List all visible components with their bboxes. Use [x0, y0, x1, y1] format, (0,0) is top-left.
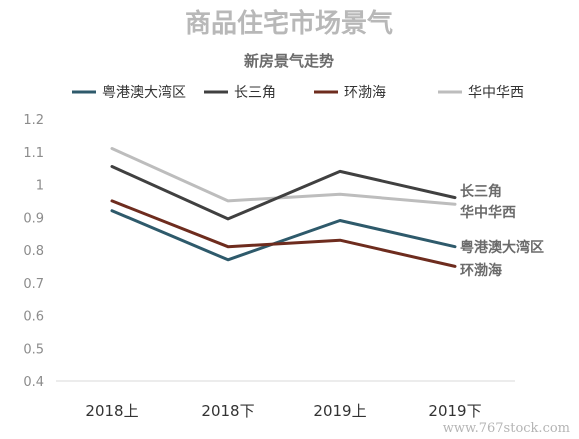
y-tick-label: 1 [36, 179, 44, 194]
x-tick-label: 2018下 [201, 402, 254, 420]
series-end-label: 环渤海 [460, 262, 502, 279]
watermark: www.767stock.com [443, 421, 570, 436]
series-line [110, 165, 457, 221]
legend-item: 粤港澳大湾区 [72, 84, 186, 101]
y-tick-label: 0.4 [23, 375, 44, 390]
series-line [110, 147, 457, 206]
legend: 粤港澳大湾区 长三角 环渤海 华中华西 [72, 84, 524, 101]
x-tick-label: 2019上 [313, 402, 366, 420]
legend-item: 华中华西 [438, 85, 524, 101]
y-tick-label: 0.9 [23, 211, 44, 226]
y-tick-label: 1.2 [23, 113, 44, 128]
y-axis: 1.2 1.1 1 0.9 0.8 0.7 0.6 0.5 0.4 [23, 113, 44, 390]
series-end-label: 粤港澳大湾区 [460, 239, 544, 256]
x-axis: 2018上 2018下 2019上 2019下 [56, 380, 515, 420]
legend-label: 粤港澳大湾区 [102, 84, 186, 101]
y-tick-label: 0.7 [23, 277, 44, 292]
legend-item: 长三角 [204, 85, 276, 101]
y-tick-label: 0.5 [23, 342, 44, 357]
legend-label: 环渤海 [344, 85, 386, 101]
series-line [110, 209, 457, 262]
legend-item: 环渤海 [314, 85, 386, 101]
legend-label: 长三角 [234, 85, 276, 101]
y-tick-label: 0.6 [23, 310, 44, 325]
chart-subtitle: 新房景气走势 [244, 52, 334, 70]
chart-title: 商品住宅市场景气 [185, 8, 393, 39]
series-lines [110, 147, 457, 268]
series-end-label: 华中华西 [460, 204, 516, 221]
series-end-label: 长三角 [460, 183, 502, 200]
y-tick-label: 0.8 [23, 244, 44, 259]
y-tick-label: 1.1 [23, 146, 44, 161]
series-line [110, 199, 457, 268]
x-tick-label: 2019下 [428, 402, 481, 420]
x-tick-label: 2018上 [85, 402, 138, 420]
legend-label: 华中华西 [468, 85, 524, 101]
